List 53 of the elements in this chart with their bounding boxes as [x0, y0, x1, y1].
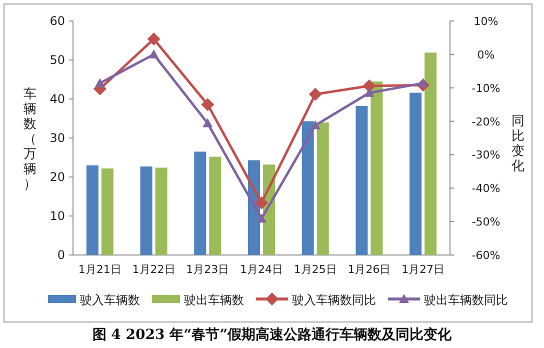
x-tick-label: 1月21日	[78, 263, 122, 276]
bar	[356, 106, 368, 255]
bar	[302, 121, 314, 255]
bar	[155, 168, 168, 255]
y2-tick-label: 10%	[474, 15, 498, 28]
x-tick-label: 1月26日	[348, 263, 391, 276]
y2-tick-label: -40%	[472, 182, 500, 196]
point	[256, 214, 266, 223]
bar	[101, 168, 114, 255]
y-tick-label: 20	[50, 170, 65, 184]
y-tick-label: 40	[50, 92, 65, 106]
x-tick-label: 1月22日	[132, 263, 176, 276]
y-tick-label: 50	[50, 53, 65, 67]
y2-tick-label: -20%	[472, 115, 500, 128]
point	[310, 120, 320, 130]
point	[255, 196, 268, 210]
y2-tick-label: -10%	[472, 82, 500, 95]
y2-tick-label: -30%	[472, 148, 500, 162]
point	[362, 79, 376, 92]
y-tick-label: 0	[57, 248, 65, 262]
bar	[316, 122, 329, 255]
y2-tick-label: 0%	[477, 48, 495, 62]
y2-tick-label: -60%	[472, 249, 500, 262]
bar	[194, 152, 206, 255]
y-tick-label: 30	[50, 131, 65, 145]
point	[148, 49, 159, 58]
x-tick-label: 1月23日	[186, 263, 230, 276]
bar	[209, 156, 222, 255]
y-tick-label: 10	[50, 209, 65, 223]
x-tick-label: 1月27日	[402, 263, 445, 276]
bar	[424, 52, 437, 255]
legend-label: 驶入车辆数同比	[292, 293, 376, 307]
point	[202, 118, 213, 128]
x-tick-label: 1月24日	[240, 263, 283, 276]
point	[201, 98, 214, 112]
point	[147, 32, 160, 46]
bar	[86, 165, 98, 255]
point	[94, 78, 105, 88]
point	[364, 88, 374, 97]
text: 图 4 2023 年“春节”假期高速公路通行车辆数及同比变化	[92, 326, 453, 343]
legend-label: 驶出车辆数	[184, 293, 244, 307]
bar	[410, 92, 422, 255]
y2-axis-title: 同比变化	[512, 114, 524, 174]
point	[308, 88, 322, 101]
legend-label: 驶入车辆数	[80, 293, 140, 307]
bar	[140, 166, 152, 255]
bar	[370, 81, 383, 255]
x-tick-label: 1月25日	[294, 263, 337, 276]
y-tick-label: 60	[50, 14, 65, 28]
legend-label: 驶出车辆数同比	[424, 293, 508, 307]
y-axis-title: 车辆数（万辆）	[24, 87, 36, 192]
y2-tick-label: -50%	[472, 216, 500, 229]
point	[418, 78, 428, 88]
